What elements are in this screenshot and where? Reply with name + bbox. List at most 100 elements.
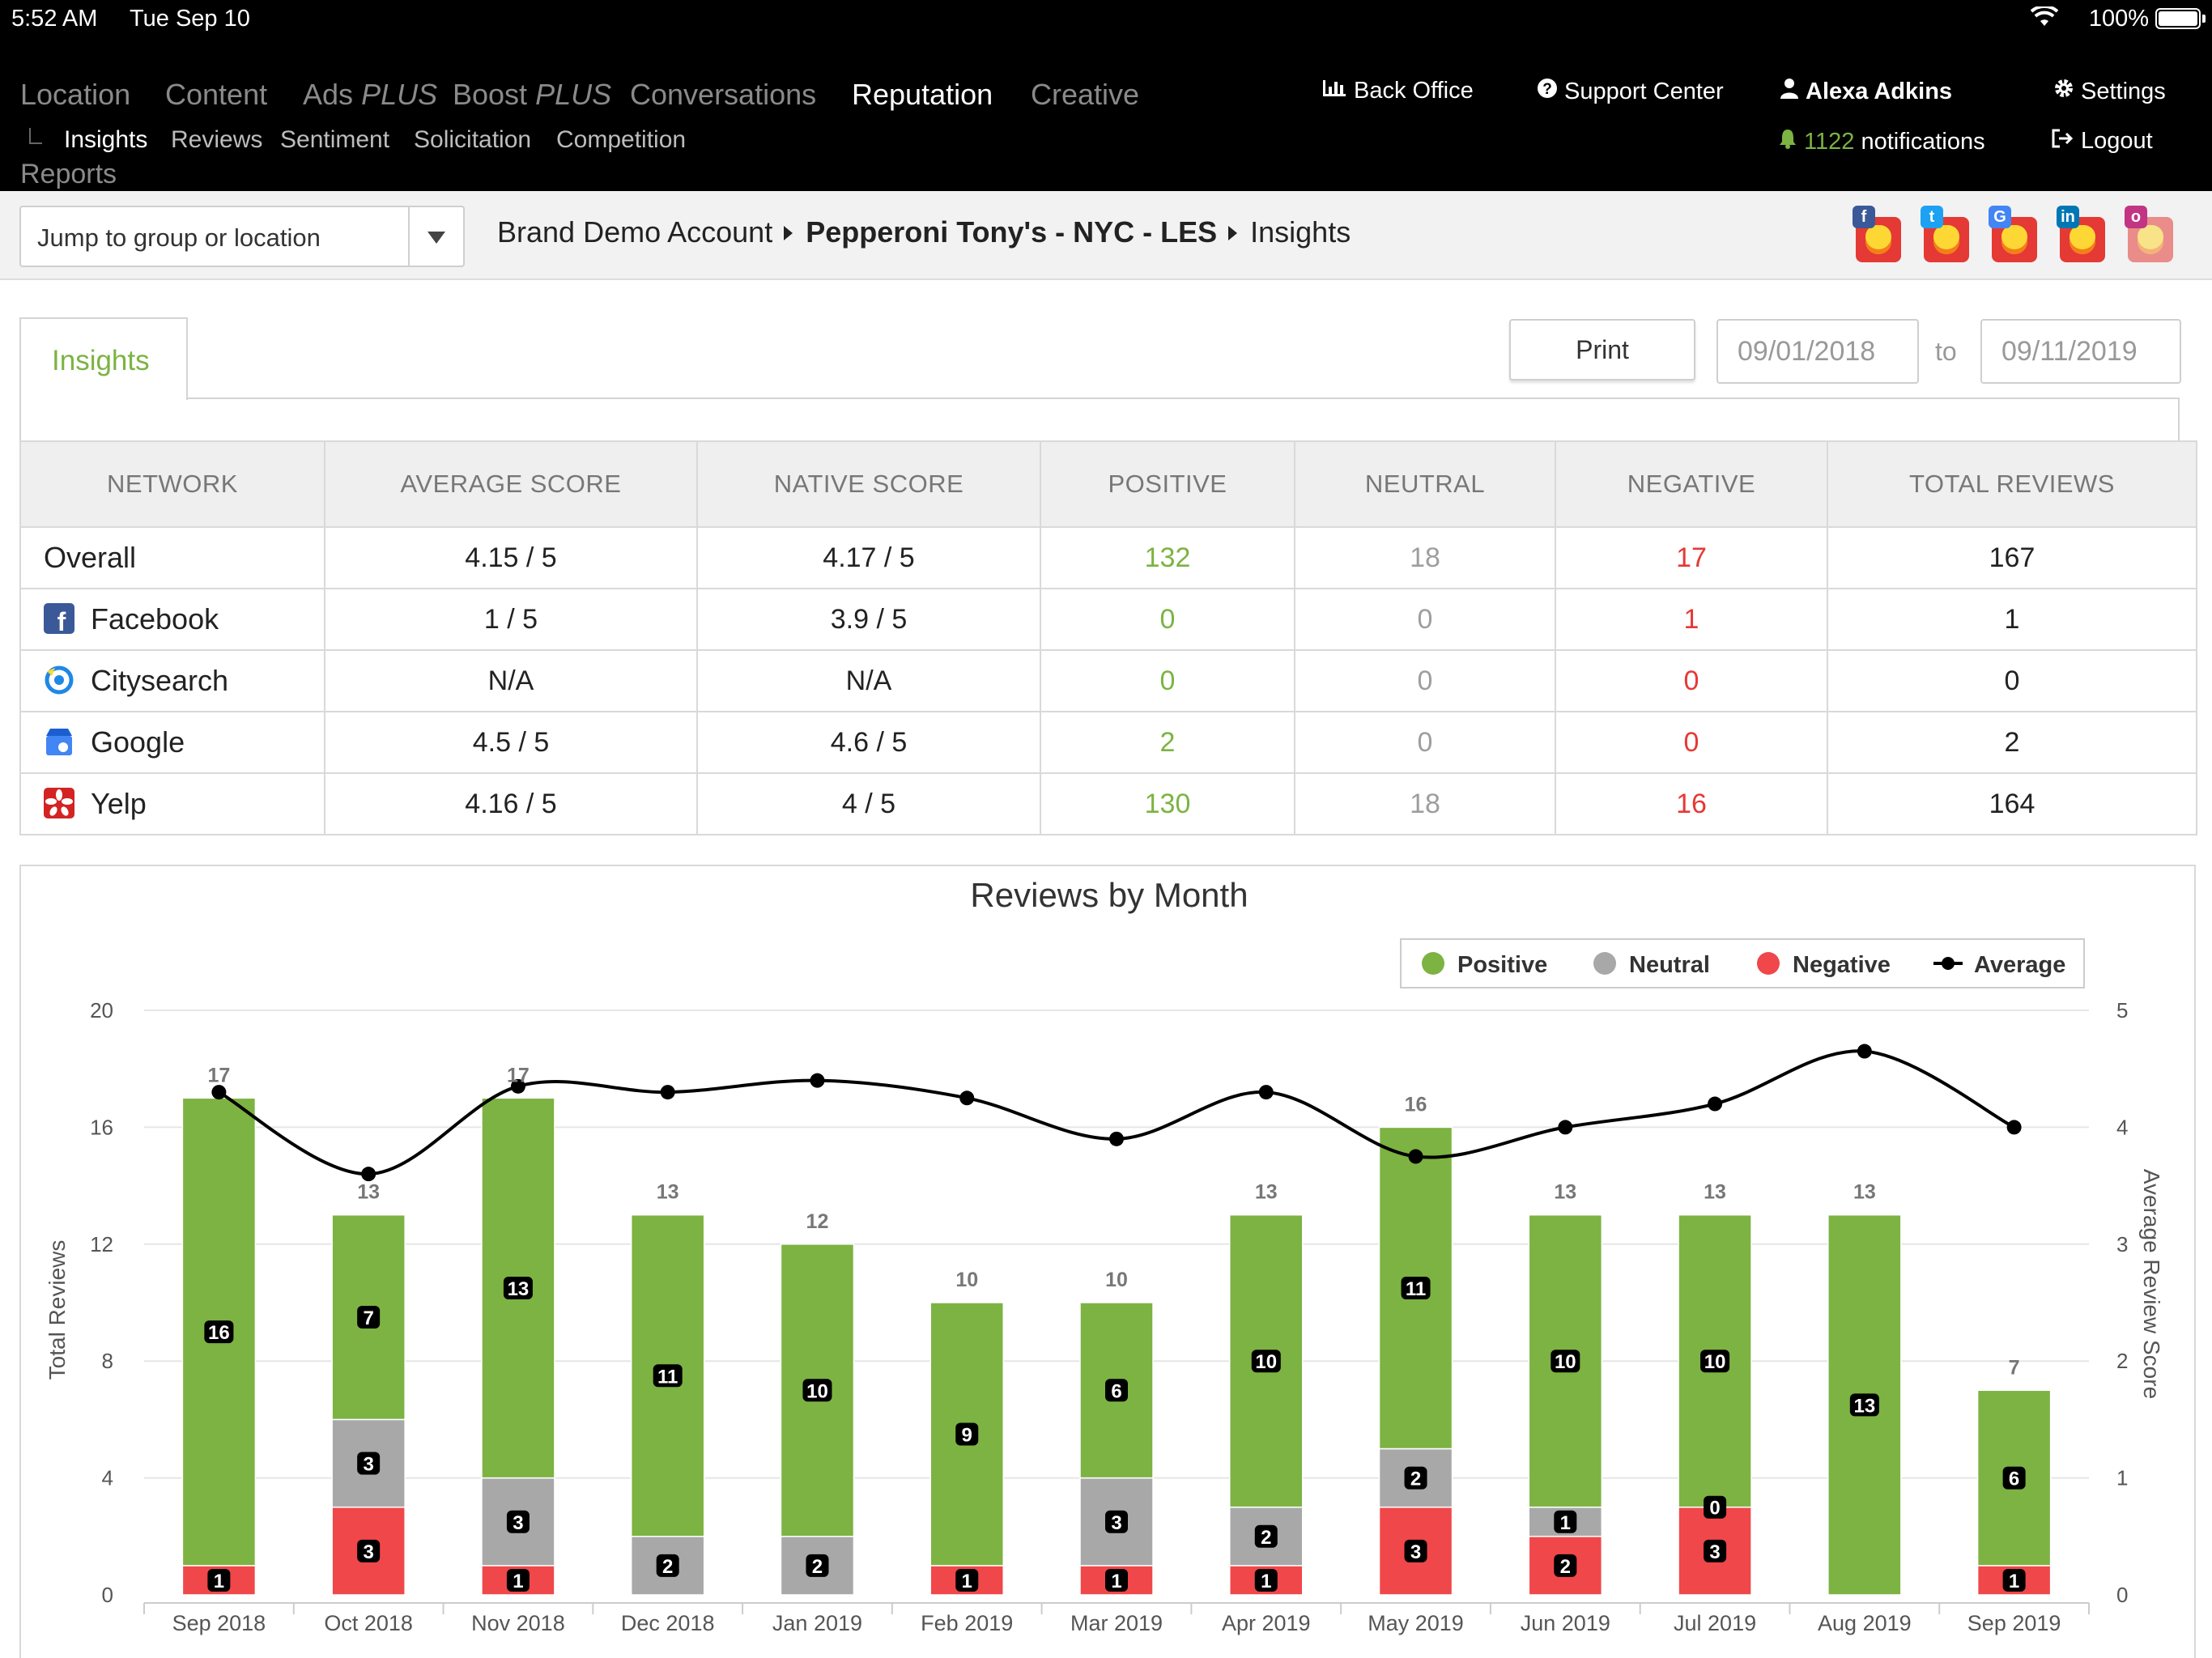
tab-insights[interactable]: Insights bbox=[19, 317, 188, 400]
y2-tick-label: 4 bbox=[2116, 1115, 2128, 1139]
y-tick-label: 16 bbox=[90, 1115, 113, 1139]
status-bar: 5:52 AM Tue Sep 10 100% bbox=[0, 0, 2212, 39]
logout-link[interactable]: Logout bbox=[2052, 128, 2153, 155]
nav-creative[interactable]: Creative bbox=[1031, 78, 1140, 111]
data-label: 3 bbox=[1111, 1512, 1121, 1534]
legend-neutral-marker bbox=[1593, 952, 1616, 975]
data-label: 1 bbox=[962, 1571, 972, 1592]
dropdown-toggle[interactable] bbox=[408, 207, 463, 266]
data-label: 2 bbox=[662, 1556, 673, 1578]
data-label: 9 bbox=[962, 1424, 972, 1446]
data-label-bg bbox=[1251, 1350, 1281, 1373]
average-point bbox=[810, 1073, 825, 1088]
positive-cell: 0 bbox=[1040, 588, 1295, 651]
instagram-profile-icon[interactable]: o bbox=[2125, 206, 2173, 262]
y-tick-label: 8 bbox=[102, 1349, 113, 1373]
user-menu[interactable]: Alexa Adkins bbox=[1780, 78, 1952, 105]
legend-item-neutral[interactable]: Neutral bbox=[1593, 952, 1710, 978]
twitter-profile-icon[interactable]: t bbox=[1921, 206, 1969, 262]
nav-ads-plus[interactable]: Ads PLUS bbox=[303, 78, 438, 111]
data-label: 1 bbox=[1261, 1571, 1271, 1592]
x-tick-label: Jan 2019 bbox=[772, 1611, 862, 1635]
native-score-cell: 4 / 5 bbox=[696, 772, 1041, 835]
positive-cell: 132 bbox=[1040, 526, 1295, 589]
x-tick-label: Jun 2019 bbox=[1521, 1611, 1610, 1635]
nav-content[interactable]: Content bbox=[165, 78, 268, 111]
data-label-bg bbox=[1700, 1350, 1730, 1373]
caret-right-icon bbox=[784, 225, 793, 240]
data-label-bg bbox=[1404, 1466, 1427, 1490]
subnav-sentiment[interactable]: Sentiment bbox=[280, 126, 390, 153]
legend-item-average[interactable]: Average bbox=[1933, 952, 2065, 978]
legend-average-label: Average bbox=[1974, 952, 2065, 978]
data-label-bg bbox=[1105, 1379, 1128, 1402]
negative-cell: 16 bbox=[1555, 772, 1828, 835]
battery-percent: 100% bbox=[2088, 6, 2149, 32]
nav-location[interactable]: Location bbox=[20, 78, 131, 111]
y-tick-label: 20 bbox=[90, 998, 113, 1022]
legend-neutral-label: Neutral bbox=[1629, 952, 1710, 978]
data-label: 10 bbox=[1704, 1351, 1726, 1373]
total-label: 13 bbox=[1255, 1181, 1278, 1204]
x-tick-label: May 2019 bbox=[1368, 1611, 1464, 1635]
neutral-cell: 0 bbox=[1294, 711, 1556, 774]
native-score-cell: N/A bbox=[696, 649, 1041, 712]
legend-positive-marker bbox=[1422, 952, 1444, 975]
nav-reports[interactable]: Reports bbox=[20, 159, 117, 189]
settings-link[interactable]: Settings bbox=[2053, 78, 2166, 105]
data-label: 3 bbox=[1709, 1541, 1720, 1563]
panel-border-right bbox=[2178, 398, 2180, 444]
native-score-cell: 4.17 / 5 bbox=[696, 526, 1041, 589]
legend-average-marker bbox=[1942, 957, 1955, 970]
user-icon bbox=[1780, 78, 1799, 105]
average-score-cell: 4.15 / 5 bbox=[324, 526, 698, 589]
native-score-cell: 3.9 / 5 bbox=[696, 588, 1041, 651]
total-label: 13 bbox=[1554, 1181, 1576, 1204]
column-header: POSITIVE bbox=[1040, 440, 1295, 528]
google-my-business-icon bbox=[44, 726, 74, 757]
svg-text:f: f bbox=[57, 607, 66, 634]
data-label: 1 bbox=[1111, 1571, 1121, 1592]
data-label: 13 bbox=[508, 1278, 530, 1300]
date-from-input[interactable]: 09/01/2018 bbox=[1716, 319, 1919, 384]
negative-cell: 0 bbox=[1555, 649, 1828, 712]
nav-conversations[interactable]: Conversations bbox=[630, 78, 817, 111]
subnav-insights[interactable]: Insights bbox=[64, 126, 148, 153]
subnav-competition[interactable]: Competition bbox=[556, 126, 687, 153]
reviews-by-month-chart: Reviews by Month Positive Neutral Negati… bbox=[19, 865, 2196, 1658]
total-label: 13 bbox=[1704, 1181, 1726, 1204]
jump-to-location-select[interactable]: Jump to group or location bbox=[19, 206, 465, 267]
breadcrumb-account[interactable]: Brand Demo Account bbox=[497, 215, 773, 249]
date-to-input[interactable]: 09/11/2019 bbox=[1980, 319, 2181, 384]
breadcrumb-location[interactable]: Pepperoni Tony's - NYC - LES bbox=[806, 215, 1218, 249]
data-label: 6 bbox=[1111, 1380, 1121, 1402]
total-reviews-cell: 164 bbox=[1827, 772, 2197, 835]
nav-boost-plus[interactable]: Boost PLUS bbox=[453, 78, 612, 111]
subnav-reviews[interactable]: Reviews bbox=[171, 126, 263, 153]
linkedin-profile-icon[interactable]: in bbox=[2057, 206, 2105, 262]
data-label: 10 bbox=[1555, 1351, 1576, 1373]
table-row: Google 4.5 / 5 4.6 / 5 2 0 0 2 bbox=[19, 711, 2197, 774]
nav-reputation[interactable]: Reputation bbox=[852, 78, 993, 111]
x-tick-label: Aug 2019 bbox=[1818, 1611, 1912, 1635]
subnav-solicitation[interactable]: Solicitation bbox=[414, 126, 532, 153]
print-button[interactable]: Print bbox=[1509, 319, 1695, 380]
legend-item-negative[interactable]: Negative bbox=[1757, 952, 1891, 978]
y-axis-title: Total Reviews bbox=[45, 1240, 70, 1380]
data-label: 1 bbox=[214, 1571, 224, 1592]
average-point bbox=[1109, 1131, 1124, 1146]
notifications-link[interactable]: 1122 notifications bbox=[1778, 128, 1985, 155]
legend-item-positive[interactable]: Positive bbox=[1422, 952, 1547, 978]
average-point bbox=[959, 1090, 975, 1106]
average-point bbox=[2006, 1120, 2022, 1135]
data-label-bg bbox=[1254, 1524, 1278, 1548]
x-tick-label: Sep 2018 bbox=[172, 1611, 266, 1635]
column-header: NATIVE SCORE bbox=[696, 440, 1041, 528]
average-point bbox=[211, 1085, 227, 1100]
support-center-link[interactable]: ? Support Center bbox=[1537, 78, 1724, 105]
facebook-profile-icon[interactable]: f bbox=[1853, 206, 1901, 262]
data-label-bg bbox=[1554, 1510, 1577, 1533]
back-office-link[interactable]: Back Office bbox=[1321, 78, 1474, 104]
positive-cell: 130 bbox=[1040, 772, 1295, 835]
google-profile-icon[interactable]: G bbox=[1989, 206, 2037, 262]
